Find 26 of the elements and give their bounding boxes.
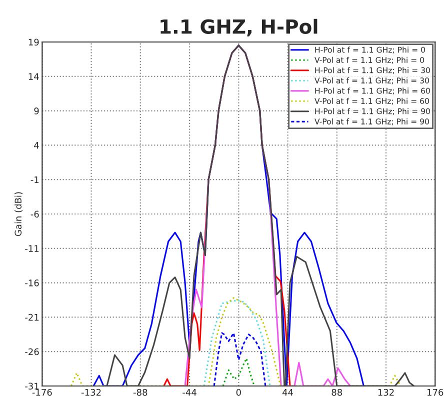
y-axis-title: Gain (dBi) [14, 192, 23, 236]
x-tick-label: -132 [81, 388, 101, 396]
y-tick-label: 4 [34, 142, 39, 149]
x-tick-label: -44 [182, 389, 196, 396]
y-tick-label: -6 [30, 210, 39, 218]
x-tick-label: 176 [427, 388, 444, 396]
x-tick-label: 0 [236, 388, 241, 396]
y-tick-label: -31 [25, 382, 39, 390]
line-series [213, 332, 266, 386]
x-tick-label: 44 [282, 389, 294, 396]
y-tick-label: 14 [28, 73, 39, 80]
y-tick-label: 19 [28, 38, 39, 46]
x-tick-label: -88 [133, 388, 148, 396]
line-series [222, 358, 256, 386]
y-tick-label: -1 [30, 176, 39, 184]
y-tick-label: -26 [25, 348, 39, 356]
y-tick-label: 9 [34, 108, 39, 114]
y-tick-label: -11 [25, 245, 39, 252]
line-series [203, 300, 271, 386]
y-tick-label: -21 [25, 314, 39, 321]
x-tick-label: 132 [378, 388, 394, 396]
x-tick-label: -176 [32, 388, 52, 396]
chart-title: 1.1 GHZ, H-Pol [160, 18, 318, 36]
line-series [70, 297, 402, 386]
x-tick-label: 88 [332, 388, 342, 396]
y-tick-label: -16 [25, 280, 39, 286]
